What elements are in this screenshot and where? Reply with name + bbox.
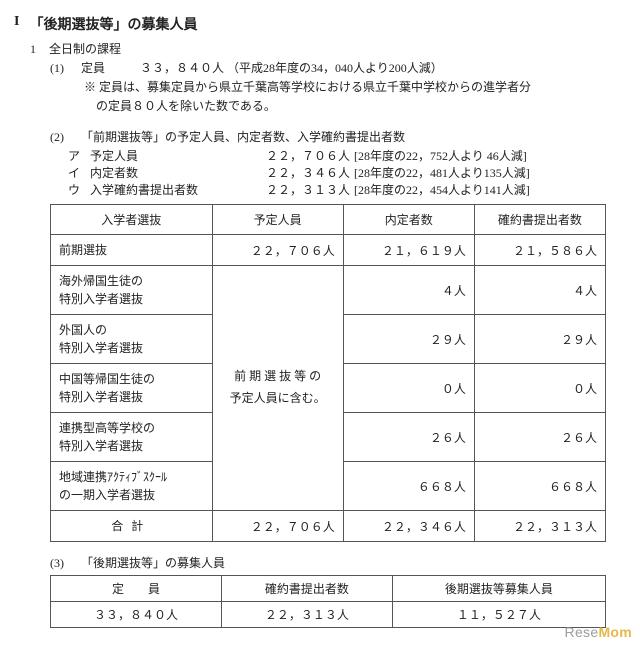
- r1-label: 海外帰国生徒の特別入学者選抜: [51, 266, 213, 315]
- item2-row2-val: ２２，３１３人: [240, 181, 350, 198]
- r3-label: 中国等帰国生徒の特別入学者選抜: [51, 364, 213, 413]
- item2-row1-sup: [28年度の22，481人より135人減]: [354, 164, 530, 181]
- item2-row0-sup: [28年度の22，752人より 46人減]: [354, 147, 527, 164]
- watermark-mom: Mom: [598, 624, 632, 640]
- r3-naitei: ０人: [343, 364, 474, 413]
- r1-naitei: ４人: [343, 266, 474, 315]
- item3-no: (3): [50, 556, 78, 571]
- t2-h1: 確約書提出者数: [221, 576, 392, 602]
- t2-h0: 定 員: [51, 576, 222, 602]
- item2-row2-sup: [28年度の22，454人より141人減]: [354, 181, 530, 198]
- r0-naitei: ２１，６１９人: [343, 235, 474, 266]
- merged-yotei-note: 前 期 選 抜 等 の 予定人員に含む。: [212, 266, 343, 511]
- r2-naitei: ２９人: [343, 315, 474, 364]
- r0-label: 前期選抜: [51, 235, 213, 266]
- r5-naitei: ６６８人: [343, 462, 474, 511]
- item2-no: (2): [50, 130, 78, 145]
- gokei-yotei: ２２，７０６人: [212, 511, 343, 542]
- item2-title: 「前期選抜等」の予定人員、内定者数、入学確約書提出者数: [81, 130, 405, 144]
- merged-line2: 予定人員に含む。: [230, 391, 326, 405]
- r0-kakuyaku: ２１，５８６人: [474, 235, 605, 266]
- doc-heading: I 「後期選抜等」の募集人員: [14, 14, 626, 34]
- gokei-label: 合計: [51, 511, 213, 542]
- item1-note-2: の定員８０人を除いた数である。: [96, 97, 626, 114]
- item1-value: ３３，８４０人: [140, 61, 224, 75]
- item2-row1-cap: 内定者数: [90, 164, 240, 181]
- r4-kakuyaku: ２６人: [474, 413, 605, 462]
- heading-roman: I: [14, 14, 19, 34]
- table-row: 入学者選抜 予定人員 内定者数 確約書提出者数: [51, 205, 606, 235]
- r1-kakuyaku: ４人: [474, 266, 605, 315]
- item-1-3: (3) 「後期選抜等」の募集人員: [50, 554, 626, 571]
- item2-row1-lab: イ: [68, 164, 90, 181]
- table-row: 合計 ２２，７０６人 ２２，３４６人 ２２，３１３人: [51, 511, 606, 542]
- t2-c1: ２２，３１３人: [221, 602, 392, 628]
- watermark-rese: Rese: [565, 624, 599, 640]
- th-1: 予定人員: [212, 205, 343, 235]
- item2-row-1: イ 内定者数 ２２，３４６人 [28年度の22，481人より135人減]: [68, 164, 626, 181]
- watermark: ReseMom: [565, 624, 632, 640]
- item1-note-1: ※ 定員は、募集定員から県立千葉高等学校における県立千葉中学校からの進学者分: [84, 78, 626, 95]
- t2-c0: ３３，８４０人: [51, 602, 222, 628]
- item2-row0-val: ２２，７０６人: [240, 147, 350, 164]
- r5-kakuyaku: ６６８人: [474, 462, 605, 511]
- item-1-1: (1) 定員 ３３，８４０人 （平成28年度の34，040人より200人減）: [50, 59, 626, 76]
- table-row: ３３，８４０人 ２２，３１３人 １１，５２７人: [51, 602, 606, 628]
- table-zenki: 入学者選抜 予定人員 内定者数 確約書提出者数 前期選抜 ２２，７０６人 ２１，…: [50, 204, 606, 542]
- item2-row1-val: ２２，３４６人: [240, 164, 350, 181]
- item2-row-2: ウ 入学確約書提出者数 ２２，３１３人 [28年度の22，454人より141人減…: [68, 181, 626, 198]
- sec1-no: 1: [30, 42, 46, 57]
- item1-no: (1): [50, 61, 78, 76]
- section-1: 1 全日制の課程: [30, 40, 626, 57]
- t2-h2: 後期選抜等募集人員: [392, 576, 605, 602]
- item1-label: 定員: [81, 59, 137, 76]
- gokei-kakuyaku: ２２，３１３人: [474, 511, 605, 542]
- item2-row-0: ア 予定人員 ２２，７０６人 [28年度の22，752人より 46人減]: [68, 147, 626, 164]
- th-2: 内定者数: [343, 205, 474, 235]
- th-0: 入学者選抜: [51, 205, 213, 235]
- th-3: 確約書提出者数: [474, 205, 605, 235]
- r2-kakuyaku: ２９人: [474, 315, 605, 364]
- r2-label: 外国人の特別入学者選抜: [51, 315, 213, 364]
- sec1-title: 全日制の課程: [49, 42, 121, 56]
- table-kouki: 定 員 確約書提出者数 後期選抜等募集人員 ３３，８４０人 ２２，３１３人 １１…: [50, 575, 606, 628]
- table-row: 定 員 確約書提出者数 後期選抜等募集人員: [51, 576, 606, 602]
- r0-yotei: ２２，７０６人: [212, 235, 343, 266]
- item2-row2-cap: 入学確約書提出者数: [90, 181, 240, 198]
- item1-paren: （平成28年度の34，040人より200人減）: [227, 61, 443, 75]
- item2-row0-cap: 予定人員: [90, 147, 240, 164]
- gokei-naitei: ２２，３４６人: [343, 511, 474, 542]
- table-row: 前期選抜 ２２，７０６人 ２１，６１９人 ２１，５８６人: [51, 235, 606, 266]
- r3-kakuyaku: ０人: [474, 364, 605, 413]
- item2-row0-lab: ア: [68, 147, 90, 164]
- r4-label: 連携型高等学校の特別入学者選抜: [51, 413, 213, 462]
- heading-title: 「後期選抜等」の募集人員: [29, 14, 197, 34]
- merged-line1: 前 期 選 抜 等 の: [234, 369, 321, 383]
- r4-naitei: ２６人: [343, 413, 474, 462]
- r5-label: 地域連携ｱｸﾃｨﾌﾞｽｸｰﾙの一期入学者選抜: [51, 462, 213, 511]
- table-row: 海外帰国生徒の特別入学者選抜 前 期 選 抜 等 の 予定人員に含む。 ４人 ４…: [51, 266, 606, 315]
- item2-row2-lab: ウ: [68, 181, 90, 198]
- item-1-2: (2) 「前期選抜等」の予定人員、内定者数、入学確約書提出者数: [50, 128, 626, 145]
- item3-title: 「後期選抜等」の募集人員: [81, 556, 225, 570]
